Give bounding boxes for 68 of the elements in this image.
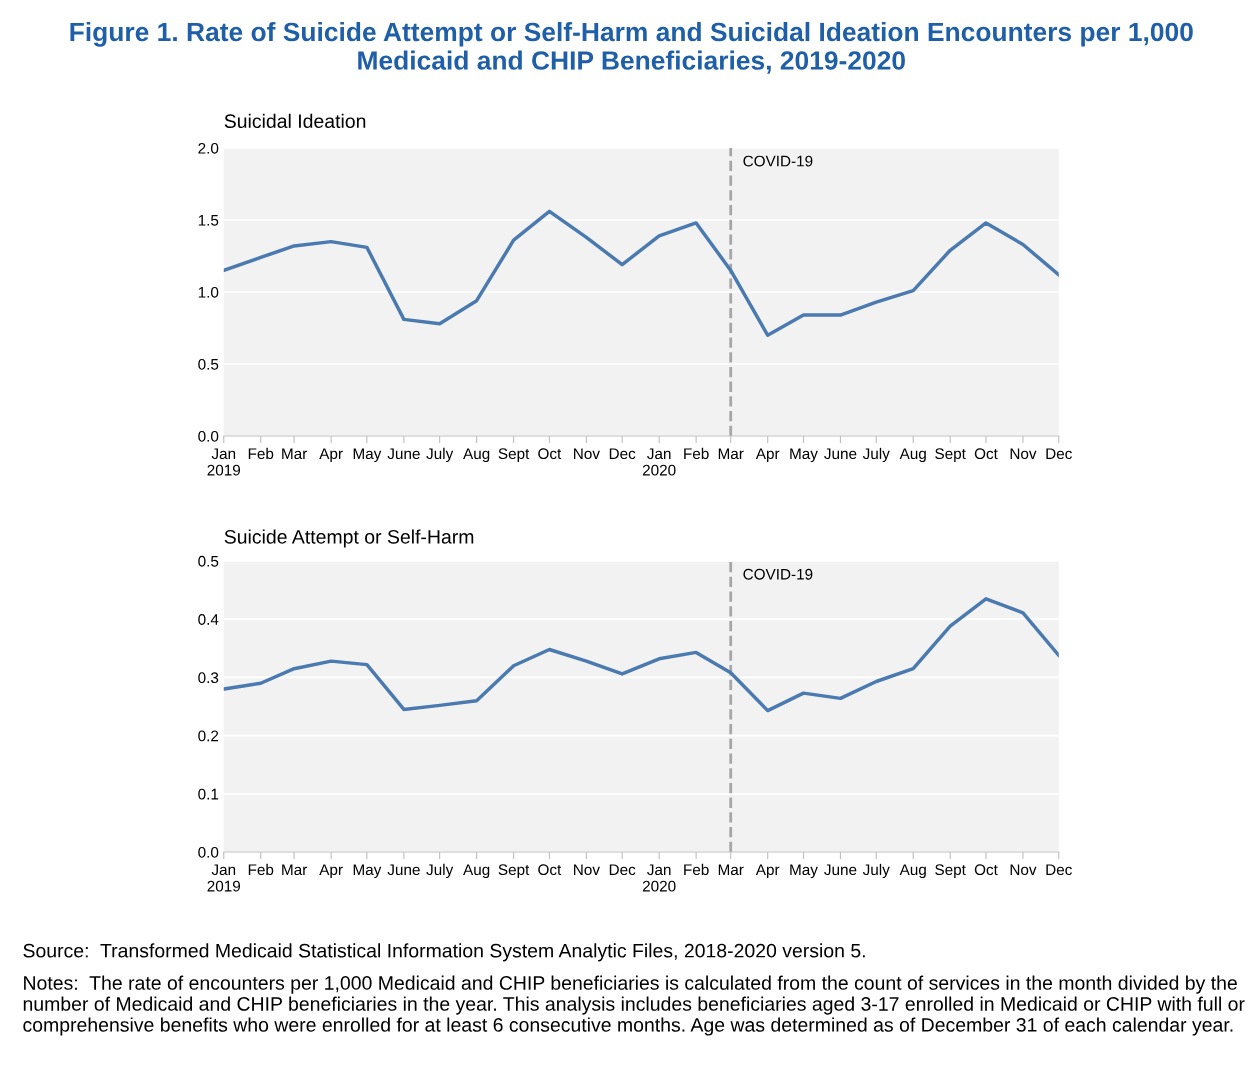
- x-tick-label: Dec: [1046, 448, 1072, 460]
- line-series: [223, 597, 1059, 713]
- ref-line-label: COVID-19: [743, 568, 813, 580]
- x-tick-label: Apr: [319, 864, 343, 879]
- x-tick-label: Jan 2019: [207, 864, 241, 892]
- y-tick-label: 1.5: [198, 215, 219, 226]
- x-tick-label: Oct: [538, 448, 562, 460]
- x-tick-label: Sept: [935, 448, 966, 463]
- x-tick-label: Jan 2020: [642, 864, 676, 892]
- x-tick-label: Oct: [974, 864, 998, 876]
- text: Notes: The rate of encounters per 1,000 Medicaid and CHIP beneficiaries is calculated from the count of services in the month divided by the number of Medicaid and CHIP beneficiaries in the year. This analysis includes beneficiaries aged 3-17 enrolled in Medicaid or CHIP with full or comprehensive benefits who were enrolled for at least 6 consecutive months. Age was determined as of December 31 of each calendar year.: [23, 975, 1245, 1036]
- x-tick-label: June: [387, 448, 420, 460]
- x-tick-label: Jan 2020: [642, 448, 676, 476]
- source-note: Source: Transformed Medicaid Statistical Information System Analytic Files, 2018-2020 version 5.: [23, 943, 865, 962]
- y-tick-label: 0.4: [198, 614, 219, 625]
- x-tick-label: Dec: [1046, 864, 1072, 876]
- x-tick-label: June: [824, 864, 857, 876]
- y-tick-label: 0.0: [198, 430, 219, 442]
- x-tick-label: Apr: [319, 448, 343, 463]
- x-tick-label: Dec: [609, 864, 636, 876]
- y-tick-label: 0.2: [198, 730, 219, 742]
- chart-title: Figure 1. Rate of Suicide Attempt or Self-Harm and Suicidal Ideation Encounters per 1,000 Medicaid and CHIP Beneficiaries, 2019-2020: [70, 21, 1193, 74]
- x-tick-label: May: [353, 448, 382, 463]
- x-tick-label: Mar: [282, 448, 308, 460]
- y-tick-label: 0.5: [198, 555, 219, 567]
- x-tick-label: July: [426, 447, 454, 463]
- x-tick-label: May: [790, 864, 818, 879]
- y-tick-label: 1.0: [198, 286, 219, 298]
- y-tick-label: 2.0: [198, 142, 219, 154]
- x-tick-label: Aug: [463, 864, 490, 879]
- x-tick-label: June: [387, 864, 420, 876]
- x-tick-label: Oct: [538, 864, 562, 876]
- x-tick-label: Nov: [574, 448, 600, 460]
- x-tick-label: Jan 2019: [207, 448, 241, 476]
- x-tick-label: Sept: [498, 864, 530, 879]
- x-tick-label: Apr: [755, 864, 780, 879]
- chart-subtitle: Suicidal Ideation: [224, 113, 366, 129]
- x-tick-label: July: [426, 863, 454, 879]
- y-tick-label: 0.0: [198, 846, 219, 858]
- x-tick-label: May: [353, 864, 382, 879]
- x-tick-label: July: [862, 447, 890, 463]
- x-tick-label: Aug: [899, 864, 926, 879]
- x-tick-label: Aug: [899, 448, 926, 463]
- y-tick-label: 0.1: [198, 788, 219, 800]
- x-tick-label: Mar: [282, 864, 308, 876]
- x-tick-label: Feb: [684, 447, 709, 460]
- chart-title: Suicide Attempt or Self-Harm: [224, 529, 474, 548]
- ref-line-label: COVID-19: [743, 155, 813, 167]
- x-tick-label: Mar: [718, 448, 744, 460]
- y-tick-label: 0.5: [198, 358, 219, 370]
- x-tick-label: Nov: [574, 864, 600, 876]
- x-tick-label: Sept: [498, 448, 530, 463]
- x-tick-label: Feb: [684, 863, 709, 876]
- x-tick-label: Feb: [248, 863, 274, 876]
- x-tick-label: July: [862, 863, 890, 879]
- x-tick-label: Apr: [755, 448, 780, 463]
- x-tick-label: Dec: [609, 448, 636, 460]
- x-tick-label: Aug: [463, 448, 490, 463]
- x-tick-label: Mar: [718, 864, 744, 876]
- x-tick-label: Oct: [974, 448, 998, 460]
- line-series: [223, 209, 1059, 337]
- x-tick-label: Feb: [248, 447, 274, 460]
- y-tick-label: 0.3: [198, 672, 219, 684]
- x-tick-label: May: [790, 448, 818, 463]
- x-tick-label: Nov: [1010, 448, 1037, 460]
- x-tick-label: Nov: [1010, 864, 1037, 876]
- x-tick-label: June: [824, 448, 857, 460]
- x-tick-label: Sept: [935, 864, 966, 879]
